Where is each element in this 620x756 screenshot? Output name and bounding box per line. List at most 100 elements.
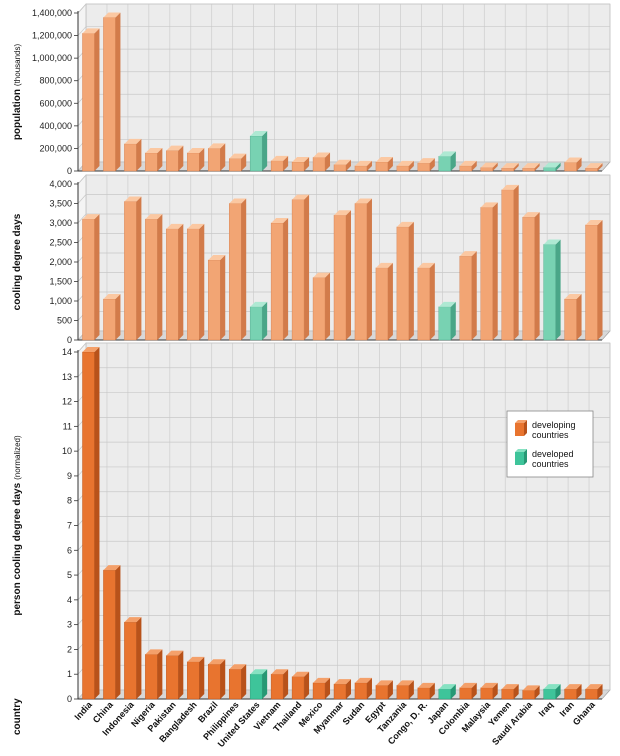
bar-side	[492, 682, 498, 699]
bar-vietnam	[270, 155, 289, 172]
bar-side	[450, 301, 456, 340]
bar-top	[585, 219, 603, 225]
bar-side	[262, 301, 268, 340]
bar-mexico	[312, 677, 331, 700]
y-tick-label: 9	[67, 471, 72, 481]
legend-swatch-top	[515, 420, 527, 423]
bar-side	[136, 196, 142, 340]
bar-top	[208, 143, 226, 149]
bar-pakistan	[166, 650, 184, 700]
bar-china	[103, 565, 121, 700]
bar-side	[115, 294, 121, 340]
bar-side	[555, 684, 561, 699]
bar-front	[291, 676, 305, 700]
bar-philippines	[228, 198, 247, 341]
bar-top	[543, 684, 561, 690]
bar-top	[82, 347, 100, 352]
bar-iran	[564, 294, 582, 341]
bar-side	[136, 138, 142, 171]
bar-front	[166, 150, 179, 172]
bar-india	[82, 214, 100, 341]
bar-top	[354, 160, 372, 166]
bar-front	[438, 306, 451, 341]
bar-colombia	[459, 251, 477, 341]
bar-side	[408, 680, 414, 699]
legend-swatch-side	[524, 420, 527, 436]
bar-front	[145, 152, 158, 172]
bar-sudan	[354, 198, 372, 341]
bar-top	[334, 210, 351, 216]
bar-side	[366, 160, 372, 171]
bar-front	[585, 167, 598, 172]
bar-top	[166, 145, 184, 151]
bar-front	[208, 259, 221, 341]
panel-2: 0 500 1,000 1,500 2,000 2,500 3,000 3,500 4,000 c…	[12, 174, 611, 345]
y-tick-label: 2,000	[49, 257, 72, 267]
y-tick-label: 10	[62, 446, 72, 456]
bar-top	[480, 682, 498, 688]
bar-top	[459, 251, 477, 257]
bar-front	[312, 277, 326, 341]
bar-china	[103, 294, 121, 341]
bar-front	[354, 682, 368, 700]
bar-front	[585, 224, 598, 341]
bar-side	[94, 28, 100, 171]
bar-front	[249, 306, 263, 341]
bar-front	[103, 298, 116, 341]
bar-side	[576, 684, 582, 699]
bar-japan	[438, 151, 456, 172]
back-wall	[85, 3, 611, 163]
bar-top	[103, 12, 121, 18]
bar-colombia	[459, 682, 477, 700]
bar-top	[82, 28, 100, 34]
bar-top	[271, 155, 289, 161]
bar-top	[187, 223, 205, 229]
bar-front	[208, 148, 221, 172]
bar-side	[513, 684, 519, 699]
bar-malaysia	[480, 202, 498, 341]
bar-front	[417, 687, 431, 700]
bar-side	[513, 163, 519, 171]
bar-top	[334, 159, 351, 165]
bar-front	[564, 688, 577, 700]
bar-tanzania	[396, 680, 414, 700]
bar-front	[354, 165, 368, 172]
bar-top	[501, 184, 519, 190]
bar-top	[313, 152, 331, 158]
bar-top	[124, 196, 142, 202]
x-category-label: Iran	[558, 700, 576, 719]
bar-top	[124, 617, 142, 623]
bar-front	[438, 156, 451, 172]
bar-front	[270, 160, 284, 172]
bar-thailand	[291, 671, 310, 700]
bar-top	[166, 650, 184, 656]
bar-top	[313, 272, 331, 278]
bar-front	[208, 664, 221, 700]
bar-front	[82, 351, 95, 700]
bar-side	[94, 214, 100, 340]
bar-side	[471, 251, 477, 340]
bar-side	[555, 162, 561, 171]
bar-top	[417, 682, 435, 688]
y-tick-label: 4,000	[49, 179, 72, 189]
bar-brazil	[208, 255, 226, 341]
bar-iran	[564, 684, 582, 700]
bar-brazil	[208, 659, 226, 700]
y-tick-label: 3,000	[49, 218, 72, 228]
bar-front	[375, 685, 389, 700]
y-tick-label: 800,000	[39, 76, 72, 86]
bar-front	[543, 244, 556, 341]
bar-side	[346, 679, 351, 699]
legend-swatch-side	[524, 449, 527, 465]
bar-side	[115, 12, 121, 172]
bar-top	[354, 198, 372, 204]
bar-india	[82, 28, 100, 172]
bar-side	[534, 685, 540, 699]
bar-side	[597, 163, 603, 171]
bar-sudan	[354, 677, 372, 700]
bar-front	[270, 222, 284, 341]
bar-sudan	[354, 160, 372, 172]
y-tick-label: 0	[67, 166, 72, 176]
bar-egypt	[375, 262, 393, 341]
